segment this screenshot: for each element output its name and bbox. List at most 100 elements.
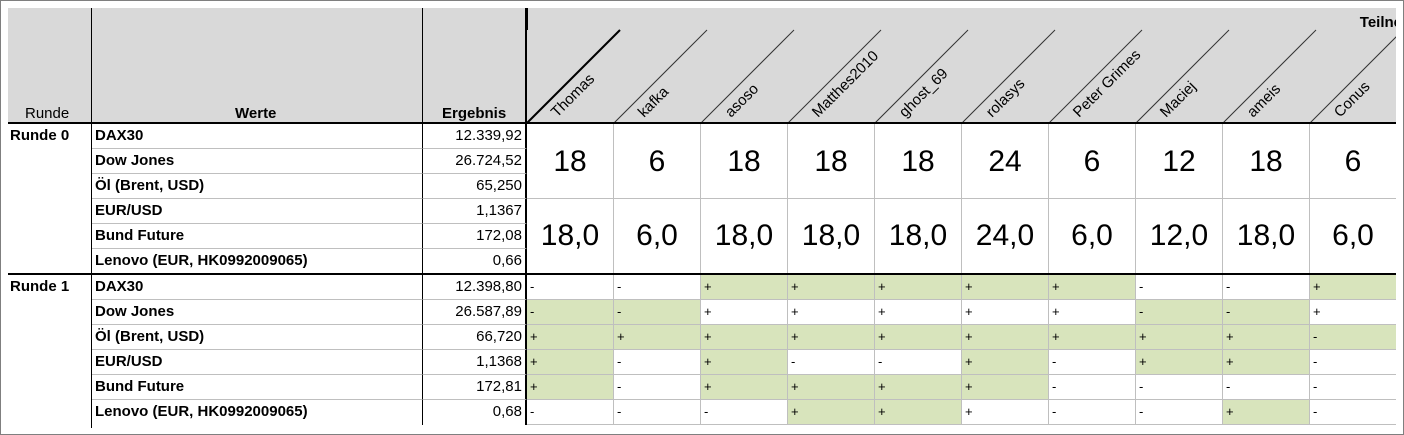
- round0-asset-value[interactable]: 0,66: [423, 249, 527, 274]
- tip-cell[interactable]: -: [527, 275, 614, 300]
- tip-cell[interactable]: -: [1310, 400, 1396, 425]
- tip-cell[interactable]: +: [1136, 325, 1223, 350]
- tip-cell[interactable]: -: [614, 400, 701, 425]
- round1-asset-value[interactable]: 172,81: [423, 375, 527, 400]
- tip-cell[interactable]: +: [875, 275, 962, 300]
- score-cell[interactable]: 18,0: [527, 199, 614, 273]
- tip-cell[interactable]: -: [527, 400, 614, 425]
- participant-name-2[interactable]: asoso: [722, 81, 762, 121]
- tip-cell[interactable]: +: [788, 325, 875, 350]
- tip-cell[interactable]: +: [1310, 275, 1396, 300]
- participant-name-4[interactable]: ghost_69: [896, 65, 952, 121]
- tip-cell[interactable]: -: [1136, 375, 1223, 400]
- tip-cell[interactable]: -: [1223, 300, 1310, 325]
- score-cell[interactable]: 6,0: [1049, 199, 1136, 273]
- tip-cell[interactable]: +: [875, 325, 962, 350]
- points-cell[interactable]: 18: [788, 124, 875, 199]
- points-cell[interactable]: 6: [614, 124, 701, 199]
- score-cell[interactable]: 6,0: [1310, 199, 1396, 273]
- round1-asset-name[interactable]: Dow Jones: [92, 300, 423, 325]
- tip-cell[interactable]: -: [614, 275, 701, 300]
- round1-asset-value[interactable]: 12.398,80: [423, 275, 527, 300]
- participant-name-1[interactable]: kafka: [635, 83, 673, 121]
- tip-cell[interactable]: +: [788, 275, 875, 300]
- tip-cell[interactable]: +: [1136, 350, 1223, 375]
- score-cell[interactable]: 24,0: [962, 199, 1049, 273]
- score-cell[interactable]: 12,0: [1136, 199, 1223, 273]
- tip-cell[interactable]: +: [1049, 325, 1136, 350]
- tip-cell[interactable]: +: [875, 375, 962, 400]
- tip-cell[interactable]: +: [527, 375, 614, 400]
- tip-cell[interactable]: -: [1310, 375, 1396, 400]
- tip-cell[interactable]: +: [1223, 400, 1310, 425]
- tip-cell[interactable]: +: [788, 300, 875, 325]
- tip-cell[interactable]: -: [1223, 275, 1310, 300]
- round0-asset-name[interactable]: Bund Future: [92, 224, 423, 249]
- participant-name-7[interactable]: Maciej: [1157, 78, 1200, 121]
- points-cell[interactable]: 18: [1223, 124, 1310, 199]
- tip-cell[interactable]: -: [527, 300, 614, 325]
- points-cell[interactable]: 18: [875, 124, 962, 199]
- tip-cell[interactable]: +: [962, 325, 1049, 350]
- tip-cell[interactable]: -: [1136, 275, 1223, 300]
- tip-cell[interactable]: +: [701, 275, 788, 300]
- header-werte-cell[interactable]: Werte: [92, 8, 423, 123]
- round1-asset-value[interactable]: 1,1368: [423, 350, 527, 375]
- round1-asset-name[interactable]: Lenovo (EUR, HK0992009065): [92, 400, 423, 425]
- tip-cell[interactable]: -: [1136, 400, 1223, 425]
- tip-cell[interactable]: +: [1223, 325, 1310, 350]
- tip-cell[interactable]: -: [1049, 375, 1136, 400]
- tip-cell[interactable]: -: [788, 350, 875, 375]
- tip-cell[interactable]: +: [962, 300, 1049, 325]
- tip-cell[interactable]: +: [962, 275, 1049, 300]
- tip-cell[interactable]: -: [614, 375, 701, 400]
- round0-asset-value[interactable]: 1,1367: [423, 199, 527, 224]
- header-runde-cell[interactable]: Runde: [8, 8, 92, 123]
- points-cell[interactable]: 6: [1310, 124, 1396, 199]
- round1-label-cell[interactable]: Runde 1: [8, 275, 92, 428]
- tip-cell[interactable]: +: [1223, 350, 1310, 375]
- round0-asset-name[interactable]: EUR/USD: [92, 199, 423, 224]
- round1-asset-name[interactable]: EUR/USD: [92, 350, 423, 375]
- tip-cell[interactable]: +: [788, 375, 875, 400]
- tip-cell[interactable]: +: [788, 400, 875, 425]
- tip-cell[interactable]: -: [701, 400, 788, 425]
- round0-asset-name[interactable]: DAX30: [92, 124, 423, 149]
- tip-cell[interactable]: +: [701, 300, 788, 325]
- round1-asset-value[interactable]: 26.587,89: [423, 300, 527, 325]
- tip-cell[interactable]: +: [527, 325, 614, 350]
- tip-cell[interactable]: +: [875, 300, 962, 325]
- round1-asset-value[interactable]: 66,720: [423, 325, 527, 350]
- round0-label-cell[interactable]: Runde 0: [8, 124, 92, 274]
- tip-cell[interactable]: -: [614, 300, 701, 325]
- tip-cell[interactable]: +: [1049, 300, 1136, 325]
- score-cell[interactable]: 18,0: [788, 199, 875, 273]
- round0-asset-value[interactable]: 12.339,92: [423, 124, 527, 149]
- round0-asset-name[interactable]: Dow Jones: [92, 149, 423, 174]
- round1-asset-name[interactable]: Bund Future: [92, 375, 423, 400]
- tip-cell[interactable]: -: [1310, 350, 1396, 375]
- participant-name-6[interactable]: Peter Grimes: [1070, 46, 1145, 121]
- round0-asset-value[interactable]: 172,08: [423, 224, 527, 249]
- tip-cell[interactable]: +: [962, 375, 1049, 400]
- participant-name-3[interactable]: Matthes2010: [809, 47, 882, 120]
- round1-asset-name[interactable]: DAX30: [92, 275, 423, 300]
- tip-cell[interactable]: -: [614, 350, 701, 375]
- points-cell[interactable]: 18: [701, 124, 788, 199]
- tip-cell[interactable]: -: [1136, 300, 1223, 325]
- tip-cell[interactable]: +: [962, 350, 1049, 375]
- tip-cell[interactable]: -: [1049, 400, 1136, 425]
- round0-asset-value[interactable]: 65,250: [423, 174, 527, 199]
- participant-name-9[interactable]: Conus: [1331, 78, 1374, 121]
- tip-cell[interactable]: +: [1049, 275, 1136, 300]
- header-ergebnis-cell[interactable]: Ergebnis: [423, 8, 527, 123]
- points-cell[interactable]: 18: [527, 124, 614, 199]
- round0-asset-value[interactable]: 26.724,52: [423, 149, 527, 174]
- points-cell[interactable]: 6: [1049, 124, 1136, 199]
- round0-asset-name[interactable]: Öl (Brent, USD): [92, 174, 423, 199]
- score-cell[interactable]: 18,0: [875, 199, 962, 273]
- tip-cell[interactable]: +: [701, 350, 788, 375]
- tip-cell[interactable]: -: [1049, 350, 1136, 375]
- tip-cell[interactable]: -: [875, 350, 962, 375]
- tip-cell[interactable]: +: [701, 375, 788, 400]
